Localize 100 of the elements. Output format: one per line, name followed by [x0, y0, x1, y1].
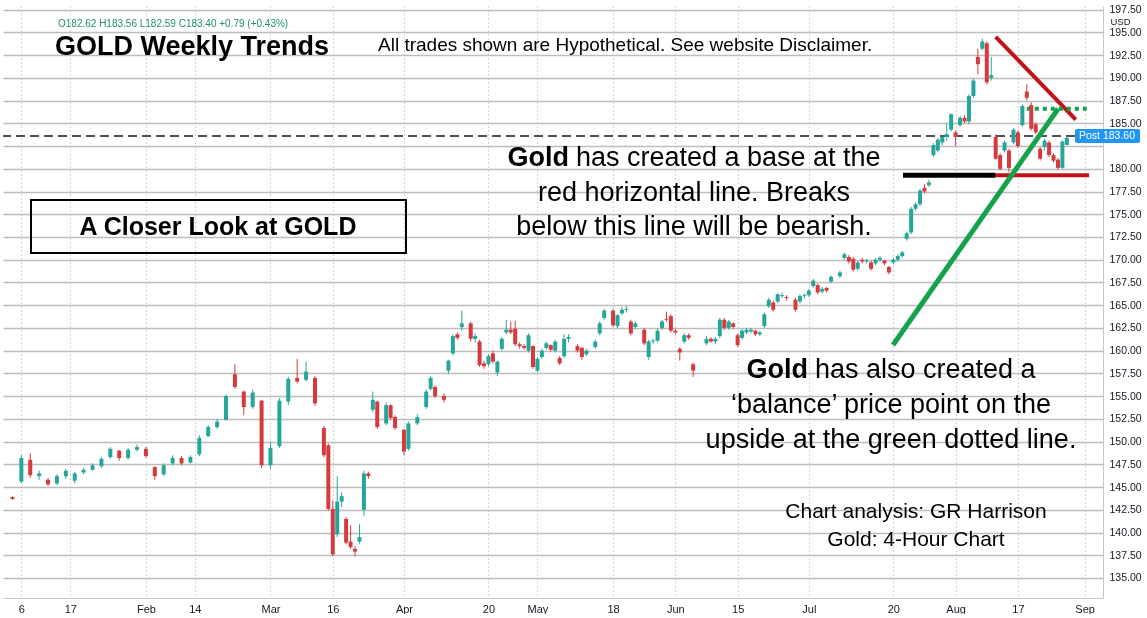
y-tick-label: 165.00	[1109, 298, 1142, 311]
candlestick	[370, 391, 375, 413]
y-tick-label: 197.50	[1109, 3, 1142, 16]
y-tick-label: 192.50	[1109, 48, 1142, 61]
x-tick-label: Aug	[946, 602, 966, 615]
candlestick	[28, 452, 33, 479]
x-tick-label: 15	[732, 602, 745, 615]
candlestick	[562, 333, 567, 359]
ref-line-label: Post 183.60	[1079, 129, 1136, 142]
candlestick	[459, 310, 464, 332]
candlestick	[241, 390, 246, 416]
candlestick	[473, 332, 478, 343]
candlestick	[19, 454, 24, 484]
y-tick-label: 167.50	[1109, 275, 1142, 288]
y-tick-label: 157.50	[1109, 366, 1142, 379]
y-tick-label: 170.00	[1109, 253, 1142, 266]
y-tick-label: 152.50	[1109, 412, 1142, 425]
annotation: Gold: 4-Hour Chart	[827, 527, 1005, 550]
candlestick	[1020, 103, 1025, 128]
candlestick	[357, 523, 362, 544]
candlestick	[353, 545, 358, 557]
annotation: Chart analysis: GR Harrison	[785, 499, 1047, 522]
y-tick-label: 187.50	[1109, 94, 1142, 107]
annotation: Gold has created a base at the red horizontal line. Breaks below this line will be bearish.	[507, 142, 881, 241]
candlestick	[468, 321, 473, 343]
candlestick	[442, 392, 446, 403]
candlestick	[878, 255, 882, 263]
x-tick-label: Apr	[395, 602, 414, 615]
candlestick	[424, 389, 429, 410]
candlestick	[286, 376, 291, 406]
candlestick	[646, 339, 651, 361]
candlestick	[295, 358, 300, 384]
x-tick-label: 20	[887, 602, 900, 615]
candlestick	[802, 292, 807, 300]
candlestick	[268, 441, 273, 470]
annotation: O182.62 H183.56 L182.59 C183.40 +0.79 (+0.43%)	[58, 18, 289, 29]
x-tick-label: 14	[189, 602, 202, 615]
candlestick	[780, 291, 785, 299]
candlestick	[949, 112, 954, 132]
x-tick-label: Feb	[136, 602, 156, 615]
candlestick	[757, 330, 762, 337]
x-tick-label: 18	[607, 602, 620, 615]
candlestick	[668, 313, 673, 333]
y-tick-label: 147.50	[1109, 457, 1142, 470]
y-tick-label: 142.50	[1109, 503, 1142, 516]
annotation: A Closer Look at GOLD	[79, 212, 357, 240]
annotation: All trades shown are Hypothetical. See website Disclaimer.	[378, 34, 873, 55]
candlestick	[384, 401, 389, 426]
x-tick-label: Jul	[802, 602, 817, 615]
text: GOLD Weekly Trends	[55, 31, 330, 61]
candlestick	[784, 294, 789, 302]
y-tick-label: 140.00	[1109, 526, 1142, 539]
candlestick	[450, 333, 455, 356]
candlestick	[197, 434, 202, 457]
candlestick	[344, 516, 349, 545]
y-tick-label: 190.00	[1109, 71, 1142, 84]
candlestick	[1029, 101, 1034, 132]
y-tick-label: 137.50	[1109, 548, 1142, 561]
x-tick-label: Jun	[666, 602, 685, 615]
candlestick	[975, 48, 980, 75]
x-tick-label: 16	[327, 602, 340, 615]
y-tick-label: 162.50	[1109, 321, 1142, 334]
x-tick-label: 17	[1012, 602, 1025, 615]
candlestick	[926, 179, 931, 188]
candlestick	[717, 317, 722, 339]
candlestick	[691, 361, 696, 378]
candlestick	[304, 361, 309, 383]
candlestick	[530, 344, 535, 370]
y-tick-label: 135.00	[1109, 571, 1142, 584]
x-tick-label: 6	[18, 602, 25, 615]
y-tick-label: 150.00	[1109, 435, 1142, 448]
x-tick-label: 20	[482, 602, 496, 615]
candlestick	[232, 363, 237, 390]
candlestick	[224, 393, 228, 422]
y-tick-label: 180.00	[1109, 162, 1142, 175]
x-tick-label: 17	[64, 602, 77, 615]
y-tick-label: 195.00	[1109, 25, 1142, 38]
annotation: Gold has also created a ‘balance’ price point on the upside at the green dotted line.	[705, 354, 1077, 454]
candlestick	[513, 320, 518, 347]
y-tick-label: 160.00	[1109, 344, 1142, 357]
candlestick	[477, 339, 482, 368]
y-tick-label: 175.00	[1109, 207, 1142, 220]
y-tick-label: 172.50	[1109, 230, 1142, 243]
x-tick-label: Mar	[261, 602, 281, 615]
candlestick	[522, 343, 527, 351]
candlestick	[37, 470, 42, 481]
y-tick-label: 185.00	[1109, 116, 1142, 129]
x-tick-label: Sep	[1075, 602, 1095, 615]
y-axis-title: USD	[1110, 15, 1131, 27]
candlestick	[401, 428, 406, 456]
y-tick-label: 155.00	[1109, 389, 1142, 402]
candlestick	[215, 418, 220, 430]
candlestick	[989, 56, 994, 82]
y-tick-label: 177.50	[1109, 185, 1142, 198]
x-tick-label: May	[527, 602, 549, 615]
candlestick	[135, 443, 140, 453]
y-tick-label: 145.00	[1109, 480, 1142, 493]
candlestick	[909, 206, 914, 235]
candlestick	[250, 389, 255, 410]
candlestick	[1007, 148, 1012, 173]
